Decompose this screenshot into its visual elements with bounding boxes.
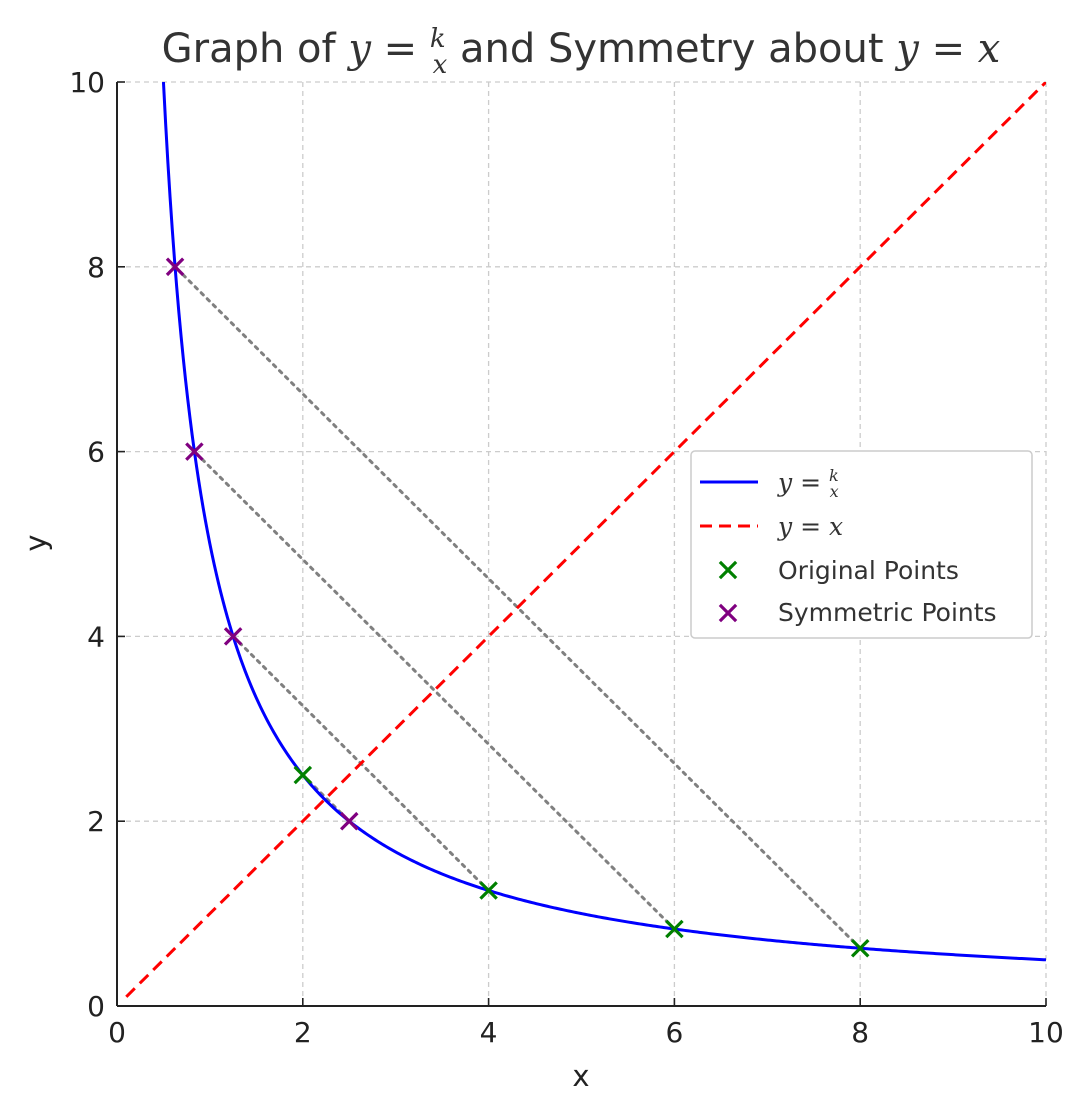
series-curve-k-over-x: [161, 82, 1046, 962]
x-tick-label: 6: [665, 1016, 683, 1049]
y-tick-label: 6: [87, 436, 105, 469]
x-axis-label: x: [572, 1059, 589, 1093]
original-point: [665, 919, 684, 939]
original-point: [850, 938, 870, 958]
legend-label-symmetric: Symmetric Points: [778, 598, 997, 627]
symmetric-point: [223, 627, 243, 646]
symmetric-point: [185, 442, 204, 461]
connector-line: [192, 450, 676, 931]
series-line-y-equals-x: [125, 82, 1046, 998]
y-tick-label: 4: [87, 620, 105, 653]
plot-area: [125, 82, 1046, 998]
symmetric-point: [165, 257, 185, 277]
legend-marker-symmetric: [718, 603, 738, 623]
y-tick-label: 8: [87, 251, 105, 284]
x-tick-label: 2: [294, 1016, 312, 1049]
legend-label-line: y = x: [777, 512, 843, 541]
grid: [116, 81, 1047, 1007]
legend-label-original: Original Points: [778, 556, 959, 585]
original-point: [479, 881, 498, 900]
legend-marker-original: [718, 560, 738, 580]
legend-frame: [690, 450, 1033, 639]
axes: 0 2 4 6 8 10 0 2 4 6 8 10: [69, 66, 1063, 1049]
original-point: [293, 765, 313, 785]
x-tick-label: 10: [1028, 1016, 1064, 1049]
y-tick-label: 0: [87, 990, 105, 1023]
x-tick-label: 4: [480, 1016, 498, 1049]
y-tick-label: 2: [87, 805, 105, 838]
y-tick-label: 10: [69, 66, 105, 99]
y-axis-label: y: [19, 534, 53, 551]
symmetric-point: [339, 811, 359, 831]
x-tick-label: 8: [851, 1016, 869, 1049]
x-tick-label: 0: [108, 1016, 126, 1049]
